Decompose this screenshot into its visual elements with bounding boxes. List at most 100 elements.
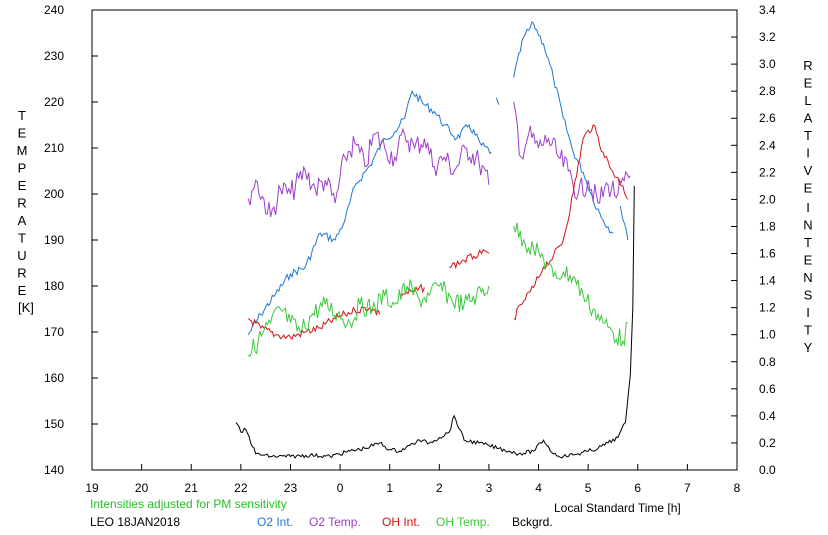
series-line-o2-int-	[247, 89, 492, 335]
legend-item: OH Int.	[382, 515, 420, 529]
right-tick-label: 3.2	[759, 30, 776, 44]
series-line-o2-int-	[619, 206, 629, 241]
legend-item: Bckgrd.	[512, 515, 553, 529]
left-title-letter: A	[18, 213, 27, 228]
right-title-letter: Y	[804, 340, 813, 355]
right-title-letter: I	[806, 305, 810, 320]
left-title-letter: T	[18, 108, 26, 123]
left-tick-label: 200	[44, 187, 64, 201]
right-title-letter: A	[804, 111, 813, 126]
plot-frame	[91, 9, 738, 471]
right-title-letter: N	[803, 270, 812, 285]
series-line-o2-int-	[513, 20, 614, 234]
left-tick-label: 230	[44, 49, 64, 63]
series-line-o2-temp-	[247, 127, 490, 218]
left-tick-label: 150	[44, 417, 64, 431]
left-tick-label: 210	[44, 141, 64, 155]
series-line-oh-temp-	[513, 222, 628, 347]
right-title-letter: T	[804, 128, 812, 143]
left-title-letter: T	[18, 231, 26, 246]
series-line-o2-temp-	[513, 101, 631, 204]
right-axis-ticks: 0.0 0.2 0.4 0.6 0.8 1.0 1.2 1.4 1.6 1.8 2.0 2.2 2.4 2…	[731, 3, 776, 477]
right-title-letter: E	[804, 76, 813, 91]
series-line-o2-int-	[495, 97, 500, 105]
left-title-letter: P	[18, 161, 27, 176]
x-tick-label: 5	[585, 481, 592, 495]
x-tick-label: 3	[486, 481, 493, 495]
x-axis-label: Local Standard Time [h]	[554, 501, 681, 515]
legend-item: O2 Int.	[257, 515, 293, 529]
x-tick-label: 23	[284, 481, 298, 495]
series-line-oh-int-	[513, 124, 629, 321]
right-title-letter: I	[806, 200, 810, 215]
right-tick-label: 0.0	[759, 463, 776, 477]
x-tick-label: 7	[684, 481, 691, 495]
right-title-letter: S	[804, 288, 813, 303]
series-line-oh-int-	[449, 248, 490, 270]
right-tick-label: 2.2	[759, 165, 776, 179]
right-tick-label: 2.0	[759, 192, 776, 206]
right-title-letter: E	[804, 253, 813, 268]
x-tick-label: 19	[85, 481, 99, 495]
left-title-letter: M	[17, 143, 28, 158]
right-tick-label: 3.4	[759, 3, 776, 17]
left-axis-ticks: 140 150 160 170 180 190 200 210 220 230 240	[44, 3, 98, 477]
right-title-letter: T	[804, 235, 812, 250]
right-tick-label: 0.8	[759, 355, 776, 369]
x-tick-label: 20	[135, 481, 149, 495]
left-title-letter: E	[18, 126, 27, 141]
series-lines	[235, 20, 635, 459]
left-tick-label: 140	[44, 463, 64, 477]
legend-item: OH Temp.	[436, 515, 490, 529]
left-tick-label: 160	[44, 371, 64, 385]
right-tick-label: 2.4	[759, 138, 776, 152]
series-line-oh-int-	[247, 306, 381, 341]
left-title-letter: E	[18, 178, 27, 193]
right-tick-label: 1.2	[759, 301, 776, 315]
x-tick-label: 22	[234, 481, 248, 495]
legend: O2 Int. O2 Temp. OH Int. OH Temp. Bckgrd.	[257, 515, 553, 529]
right-tick-label: 0.4	[759, 409, 776, 423]
right-title-letter: E	[804, 181, 813, 196]
right-title-letter: V	[804, 163, 813, 178]
series-line-bckgrd-	[235, 185, 635, 459]
right-tick-label: 0.2	[759, 436, 776, 450]
right-tick-label: 1.0	[759, 328, 776, 342]
right-tick-label: 0.6	[759, 382, 776, 396]
right-tick-label: 1.4	[759, 274, 776, 288]
left-tick-label: 220	[44, 95, 64, 109]
left-tick-label: 180	[44, 279, 64, 293]
right-title-letter: N	[803, 218, 812, 233]
left-title-letter: R	[17, 266, 26, 281]
left-tick-label: 170	[44, 325, 64, 339]
station-label: LEO 18JAN2018	[90, 515, 180, 529]
left-tick-label: 240	[44, 3, 64, 17]
right-title-letter: T	[804, 323, 812, 338]
legend-item: O2 Temp.	[309, 515, 361, 529]
x-tick-label: 6	[634, 481, 641, 495]
x-tick-label: 1	[386, 481, 393, 495]
x-tick-label: 2	[436, 481, 443, 495]
x-tick-label: 8	[734, 481, 741, 495]
right-tick-label: 2.6	[759, 111, 776, 125]
right-title-letter: R	[803, 58, 812, 73]
x-tick-label: 0	[337, 481, 344, 495]
right-tick-label: 3.0	[759, 57, 776, 71]
right-tick-label: 1.6	[759, 247, 776, 261]
left-title-letter: R	[17, 196, 26, 211]
right-tick-label: 2.8	[759, 84, 776, 98]
x-axis-ticks: 19 20 21 22 23 0 1 2 3 4 5 6 7 8	[85, 464, 741, 495]
right-title-letter: I	[806, 146, 810, 161]
sensitivity-note: Intensities adjusted for PM sensitivity	[90, 497, 287, 511]
left-tick-label: 190	[44, 233, 64, 247]
series-line-oh-temp-	[247, 279, 490, 358]
x-tick-label: 4	[535, 481, 542, 495]
left-title-letter: U	[17, 248, 26, 263]
left-title-letter: E	[18, 283, 27, 298]
left-axis-unit: [K]	[18, 300, 34, 315]
right-title-letter: L	[804, 93, 811, 108]
right-tick-label: 1.8	[759, 219, 776, 233]
